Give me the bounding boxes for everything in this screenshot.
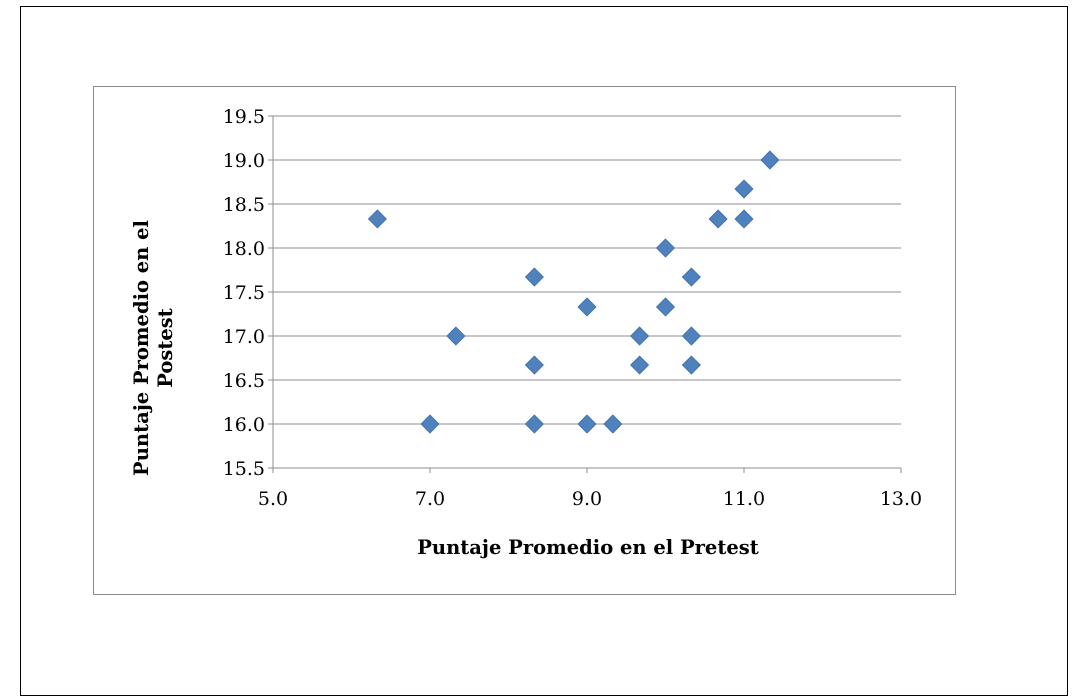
data-point bbox=[630, 326, 650, 346]
y-axis-title-line-2: Postest bbox=[154, 308, 177, 388]
y-axis-title-line-1: Puntaje Promedio en el bbox=[130, 220, 153, 476]
data-point bbox=[681, 326, 701, 346]
data-point bbox=[681, 355, 701, 375]
x-axis-title: Puntaje Promedio en el Pretest bbox=[417, 536, 758, 559]
data-point bbox=[446, 326, 466, 346]
data-point bbox=[524, 355, 544, 375]
data-point bbox=[630, 355, 650, 375]
data-point bbox=[367, 209, 387, 229]
y-axis-title: Puntaje Promedio en el Postest bbox=[130, 220, 177, 476]
data-point bbox=[524, 267, 544, 287]
data-point bbox=[420, 414, 440, 434]
data-point bbox=[655, 238, 676, 258]
y-tick-label: 18.5 bbox=[223, 194, 265, 216]
y-tick-label: 16.0 bbox=[223, 414, 265, 436]
data-point bbox=[524, 414, 544, 434]
data-point bbox=[655, 297, 676, 317]
y-tick-label: 15.5 bbox=[223, 458, 265, 480]
x-tick-label: 11.0 bbox=[723, 488, 765, 510]
data-point bbox=[734, 179, 754, 199]
axes bbox=[268, 115, 902, 473]
x-tick-label: 9.0 bbox=[572, 488, 602, 510]
data-points bbox=[367, 150, 780, 434]
data-point bbox=[760, 150, 780, 170]
x-tick-labels: 5.0 7.0 9.0 11.0 13.0 bbox=[258, 488, 922, 510]
y-tick-label: 17.0 bbox=[223, 326, 265, 348]
chart-area-border bbox=[93, 86, 956, 595]
data-point bbox=[603, 414, 623, 434]
y-tick-label: 19.5 bbox=[223, 106, 265, 128]
x-tick-label: 13.0 bbox=[880, 488, 922, 510]
x-tick-label: 5.0 bbox=[258, 488, 288, 510]
data-point bbox=[577, 297, 597, 317]
y-tick-label: 19.0 bbox=[223, 150, 265, 172]
scatter-chart: 15.5 16.0 16.5 17.0 17.5 18.0 18.5 19.0 19.5 5.0… bbox=[93, 86, 956, 595]
chart-svg: 15.5 16.0 16.5 17.0 17.5 18.0 18.5 19.0 19.5 5.0… bbox=[93, 86, 956, 595]
gridlines bbox=[273, 115, 901, 469]
data-point bbox=[681, 267, 701, 287]
x-tick-label: 7.0 bbox=[415, 488, 445, 510]
y-tick-label: 17.5 bbox=[223, 282, 265, 304]
data-point bbox=[734, 209, 754, 229]
y-tick-label: 18.0 bbox=[223, 238, 265, 260]
y-tick-label: 16.5 bbox=[223, 370, 265, 392]
data-point bbox=[577, 414, 597, 434]
y-tick-labels: 15.5 16.0 16.5 17.0 17.5 18.0 18.5 19.0 19.5 bbox=[223, 106, 265, 480]
data-point bbox=[708, 209, 728, 229]
